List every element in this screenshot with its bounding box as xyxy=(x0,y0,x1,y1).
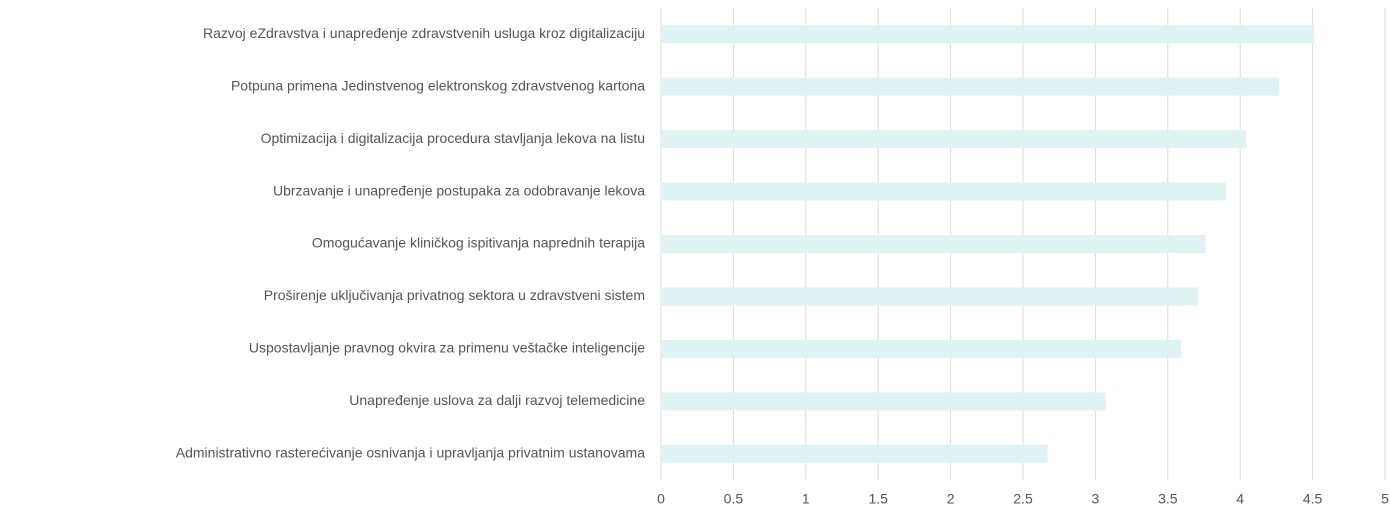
x-tick-label: 3.5 xyxy=(1158,491,1178,507)
y-tick-label: Proširenje uključivanja privatnog sektor… xyxy=(264,287,645,303)
x-tick-label: 3 xyxy=(1092,491,1100,507)
y-tick-label: Potpuna primena Jedinstvenog elektronsko… xyxy=(231,77,645,93)
x-tick-label: 5 xyxy=(1381,491,1389,507)
y-tick-label: Omogućavanje kliničkog ispitivanja napre… xyxy=(312,235,645,251)
bar xyxy=(661,235,1206,253)
bar xyxy=(661,287,1199,306)
y-tick-label: Administrativno rasterećivanje osnivanja… xyxy=(176,444,645,460)
x-tick-label: 1 xyxy=(802,491,810,507)
bar xyxy=(661,130,1246,149)
x-tick-label: 2 xyxy=(947,491,955,507)
x-tick-label: 4.5 xyxy=(1303,491,1323,507)
x-tick-label: 0.5 xyxy=(724,491,744,507)
bar xyxy=(661,392,1106,411)
x-tick-label: 4 xyxy=(1236,491,1244,507)
bar xyxy=(661,339,1181,358)
y-tick-label: Unapređenje uslova za dalji razvoj telem… xyxy=(349,392,645,408)
y-tick-label: Optimizacija i digitalizacija procedura … xyxy=(261,130,645,146)
y-tick-label: Uspostavljanje pravnog okvira za primenu… xyxy=(249,340,645,356)
bar xyxy=(661,444,1048,463)
bar xyxy=(661,77,1280,96)
y-tick-label: Razvoj eZdravstva i unapređenje zdravstv… xyxy=(203,25,645,41)
y-tick-label: Ubrzavanje i unapređenje postupaka za od… xyxy=(273,182,645,198)
x-tick-label: 2.5 xyxy=(1013,491,1033,507)
x-tick-label: 0 xyxy=(657,491,665,507)
bar xyxy=(661,25,1315,44)
x-tick-label: 1.5 xyxy=(868,491,888,507)
bar xyxy=(661,182,1226,201)
